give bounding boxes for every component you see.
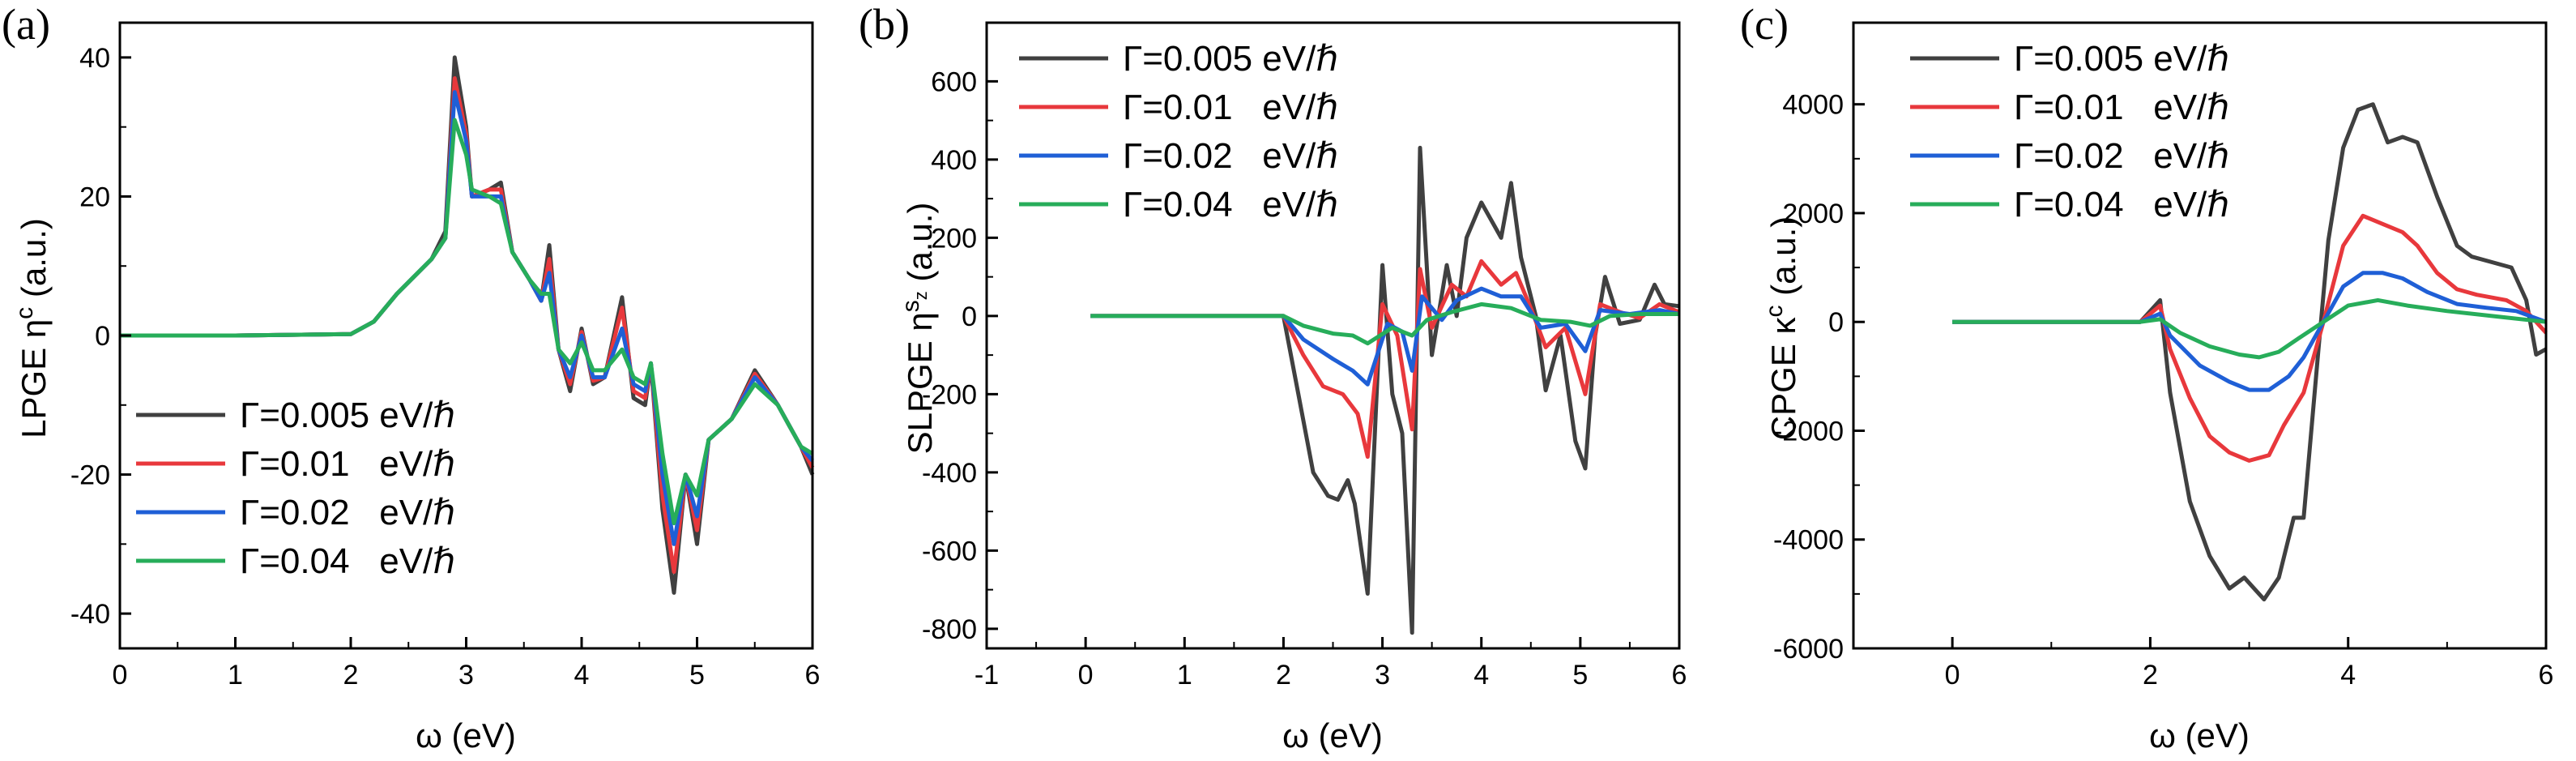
legend-label-b-1: Γ=0.01 eV/ℏ <box>1123 88 1338 127</box>
plot-area-c: 0 2 4 6 -6000 -4000 -2000 0 2000 4000 <box>1773 21 2554 690</box>
legend-label-b-0: Γ=0.005 eV/ℏ <box>1123 39 1338 79</box>
x-tick-label-c-1: 2 <box>2143 660 2158 690</box>
series-line-b-1 <box>1090 259 1680 460</box>
y-axis-label-b: SLPGE ηsz (a.u.) <box>898 203 939 455</box>
panel-label-c: (c) <box>1740 0 1789 49</box>
x-tick-label-b-5: 4 <box>1474 660 1489 690</box>
y-tick-label-c-5: 4000 <box>1782 90 1844 121</box>
series-line-a-3 <box>120 118 814 526</box>
legend-b: Γ=0.005 eV/ℏ Γ=0.01 eV/ℏ Γ=0.02 eV/ℏ Γ=0.04… <box>1019 39 1338 224</box>
x-tick-label-b-1: 0 <box>1078 660 1094 690</box>
legend-label-c-2: Γ=0.02 eV/ℏ <box>2014 136 2229 176</box>
y-axis-label-a-suffix: (a.u.) <box>15 218 53 307</box>
plot-area-a: 0 1 2 3 4 5 6 -40 -20 0 20 40 <box>70 21 821 690</box>
legend-label-b-2: Γ=0.02 eV/ℏ <box>1123 136 1338 176</box>
y-tick-label-b-1: -600 <box>922 536 977 566</box>
y-tick-label-b-5: 200 <box>931 223 977 254</box>
legend-c: Γ=0.005 eV/ℏ Γ=0.01 eV/ℏ Γ=0.02 eV/ℏ Γ=0.04… <box>1910 39 2229 224</box>
y-tick-label-a-2: 0 <box>95 321 110 352</box>
x-tick-label-b-0: -1 <box>975 660 999 690</box>
y-axis-label-b-suffix: (a.u.) <box>901 203 939 292</box>
legend-label-b-3: Γ=0.04 eV/ℏ <box>1123 185 1338 224</box>
x-tick-label-b-3: 2 <box>1276 660 1291 690</box>
y-tick-label-a-4: 40 <box>79 43 110 74</box>
y-tick-label-b-2: -400 <box>922 458 977 489</box>
y-tick-label-a-1: -20 <box>70 460 110 491</box>
y-axis-label-c: CPGE κc (a.u.) <box>1761 216 1802 440</box>
y-tick-label-b-0: -800 <box>922 614 977 645</box>
x-tick-label-a-2: 2 <box>343 660 359 690</box>
y-tick-label-b-7: 600 <box>931 66 977 97</box>
x-axis-label-c: ω (eV) <box>2149 716 2250 755</box>
y-tick-label-c-4: 2000 <box>1782 199 1844 229</box>
y-tick-label-c-2: -2000 <box>1773 416 1844 447</box>
series-line-c-1 <box>1952 213 2548 463</box>
y-axis-label-c-sup: c <box>1761 306 1788 318</box>
x-tick-label-a-3: 3 <box>458 660 474 690</box>
y-tick-label-a-0: -40 <box>70 599 110 630</box>
y-tick-label-a-3: 20 <box>79 182 110 212</box>
x-tick-label-c-0: 0 <box>1945 660 1960 690</box>
legend-a: Γ=0.005 eV/ℏ Γ=0.01 eV/ℏ Γ=0.02 eV/ℏ Γ=0.04… <box>136 395 455 581</box>
chart-b: (b) -1 0 1 2 3 4 5 6-800-600-400-2000200400600 … <box>859 0 1687 755</box>
y-tick-label-b-3: -200 <box>922 379 977 410</box>
y-tick-label-c-3: 0 <box>1828 307 1844 338</box>
y-axis-label-b-main: SLPGE η <box>901 312 939 454</box>
x-tick-label-a-5: 5 <box>689 660 705 690</box>
x-tick-label-a-6: 6 <box>805 660 821 690</box>
x-tick-label-a-4: 4 <box>574 660 590 690</box>
y-axis-label-c-main: CPGE κ <box>1764 317 1802 441</box>
legend-label-a-2: Γ=0.02 eV/ℏ <box>240 493 455 532</box>
x-tick-label-c-3: 6 <box>2539 660 2554 690</box>
chart-c: (c) 0 2 4 6 -6000 -4000 -2000 0 2000 4000 CPGE κc… <box>1740 0 2553 755</box>
legend-label-c-0: Γ=0.005 eV/ℏ <box>2014 39 2229 79</box>
x-tick-label-b-4: 3 <box>1375 660 1390 690</box>
x-tick-label-b-7: 6 <box>1672 660 1687 690</box>
y-tick-label-c-0: -6000 <box>1773 634 1844 665</box>
x-axis-label-b: ω (eV) <box>1282 716 1383 755</box>
y-tick-label-c-1: -4000 <box>1773 525 1844 556</box>
legend-label-c-1: Γ=0.01 eV/ℏ <box>2014 88 2229 127</box>
x-tick-label-c-2: 4 <box>2340 660 2356 690</box>
panel-label-b: (b) <box>859 0 910 49</box>
series-line-b-2 <box>1090 286 1680 387</box>
y-axis-label-b-sup: s <box>898 300 924 312</box>
plot-area-b: -1 0 1 2 3 4 5 6 -800 -600 -400 -200 0 200 400 600 <box>922 21 1687 690</box>
x-tick-label-a-1: 1 <box>228 660 243 690</box>
y-tick-label-b-4: 0 <box>962 301 977 332</box>
legend-label-a-1: Γ=0.01 eV/ℏ <box>240 444 455 484</box>
panel-label-a: (a) <box>2 0 50 49</box>
legend-label-a-3: Γ=0.04 eV/ℏ <box>240 541 455 581</box>
y-axis-label-b-sub: z <box>911 291 931 300</box>
series-line-c-3 <box>1952 297 2547 360</box>
y-axis-label-a-sup: c <box>11 307 38 319</box>
y-axis-label-a: LPGE ηc (a.u.) <box>11 218 53 438</box>
y-axis-label-a-main: LPGE η <box>15 319 53 438</box>
series-line-b-3 <box>1090 301 1679 346</box>
y-axis-label-c-suffix: (a.u.) <box>1764 216 1802 306</box>
legend-label-c-3: Γ=0.04 eV/ℏ <box>2014 185 2229 224</box>
x-tick-label-b-6: 5 <box>1572 660 1588 690</box>
plot-frame-c <box>1852 21 2548 650</box>
x-tick-label-a-0: 0 <box>113 660 128 690</box>
series-line-c-0 <box>1952 102 2548 602</box>
y-tick-label-b-6: 400 <box>931 145 977 176</box>
legend-label-a-0: Γ=0.005 eV/ℏ <box>240 395 455 435</box>
x-tick-label-b-2: 1 <box>1177 660 1192 690</box>
x-axis-label-a: ω (eV) <box>416 716 516 755</box>
chart-a: (a) 0 1 2 3 4 5 6 -40 -20 0 20 40 LPGE ηc (a.u.) ω … <box>2 0 820 755</box>
